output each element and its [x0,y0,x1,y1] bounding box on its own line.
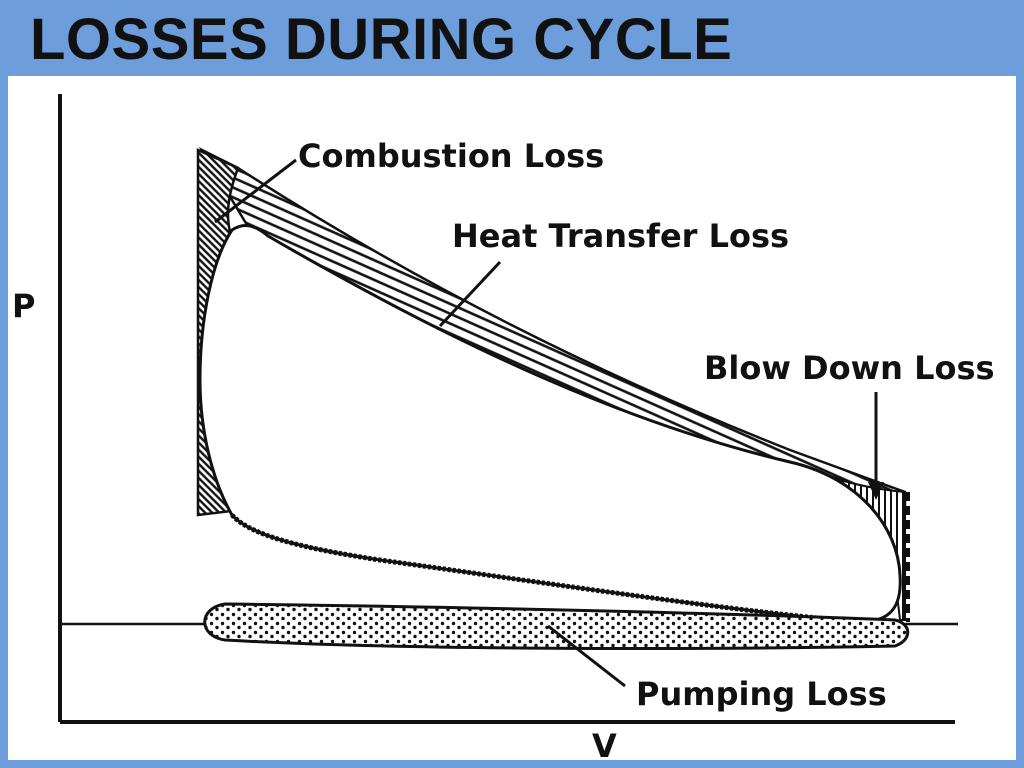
combustion-leader [214,158,297,224]
compression-edge [230,513,861,625]
heat-transfer-leader [438,260,502,328]
cycle-loop [198,223,902,624]
v-axis-label: V [592,727,617,765]
pumping-loss-loop [203,602,910,650]
frame-bottom [0,760,1024,768]
pumping-loss-label: Pumping Loss [636,675,887,713]
blow-down-arrowhead [868,482,884,500]
combustion-loss-label: Combustion Loss [298,137,605,175]
frame-left [0,76,8,768]
slide-title: LOSSES DURING CYCLE [30,7,733,72]
frame-right [1016,76,1024,768]
heat-transfer-loss-label: Heat Transfer Loss [452,217,790,255]
p-axis-label: P [12,287,36,325]
blow-down-loss-label: Blow Down Loss [704,349,995,387]
title-bar [0,0,1024,76]
pumping-leader [547,624,626,688]
